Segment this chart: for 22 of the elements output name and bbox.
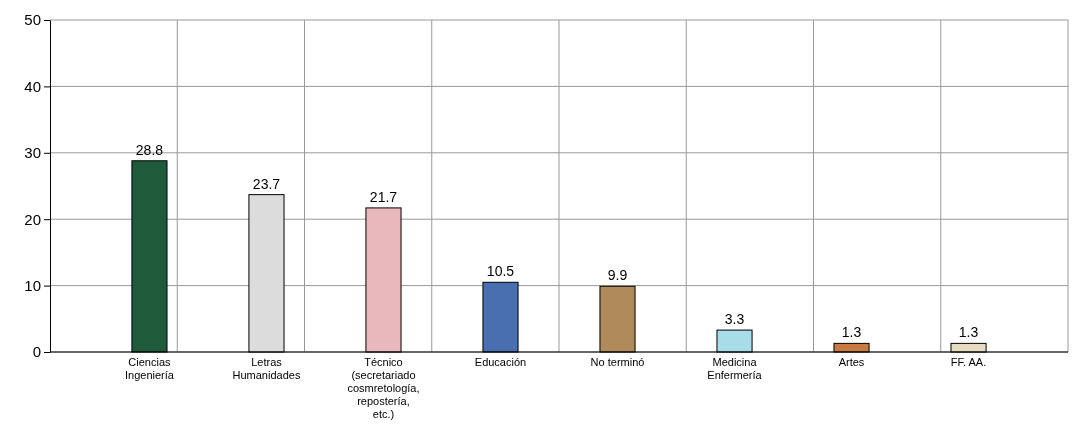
- x-tick-label: FF. AA.: [950, 356, 987, 368]
- x-tick-label: Artes: [838, 356, 865, 368]
- data-label: 21.7: [369, 188, 398, 205]
- y-tick-label: 10: [24, 276, 41, 294]
- y-tick-label: 20: [24, 210, 41, 228]
- x-tick-label: Ciencias Ingeniería: [124, 356, 175, 381]
- y-tick-label: 30: [24, 144, 41, 162]
- x-tick-label: No terminó: [590, 356, 645, 368]
- data-label: 23.7: [252, 175, 281, 192]
- x-tick-label: Medicina Enfermería: [707, 356, 763, 381]
- x-tick-label: Técnico (secretariado cosmretología, repostería, etc.): [347, 356, 420, 420]
- data-label: 9.9: [607, 267, 628, 284]
- x-tick-label: Educación: [474, 356, 527, 368]
- data-label: 28.8: [135, 141, 164, 158]
- data-label: 1.3: [958, 324, 979, 341]
- y-tick-label: 40: [24, 77, 41, 95]
- data-label: 10.5: [486, 263, 515, 280]
- y-tick-label: 0: [32, 343, 41, 361]
- data-label: 3.3: [724, 311, 745, 328]
- x-tick-label: Letras Humanidades: [232, 356, 301, 381]
- data-label: 1.3: [841, 324, 862, 341]
- y-tick-label: 50: [24, 11, 41, 29]
